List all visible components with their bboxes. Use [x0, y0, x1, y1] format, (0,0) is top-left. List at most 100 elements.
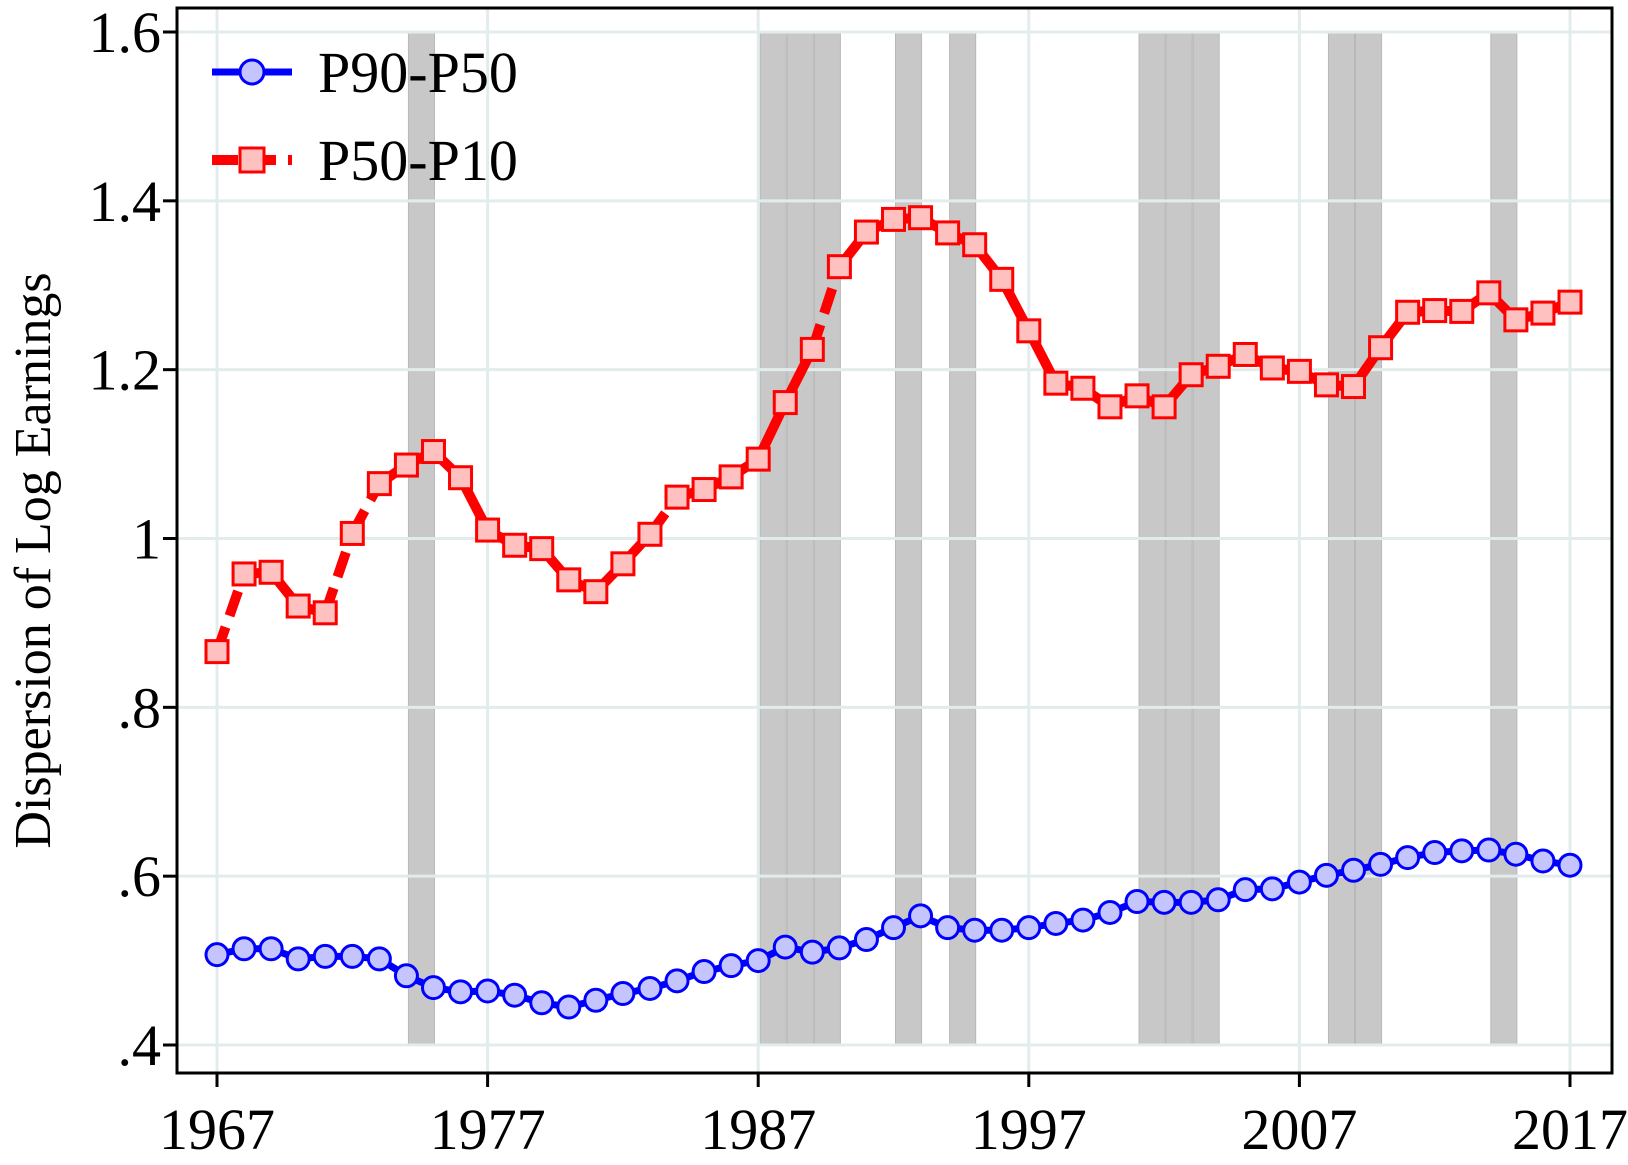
data-point — [1395, 845, 1421, 871]
data-point — [1124, 888, 1150, 914]
data-point — [448, 979, 474, 1005]
x-axis: 1967 1977 1987 1997 2007 2017 — [159, 1073, 1628, 1162]
x-tick-label: 2007 — [1241, 1097, 1357, 1162]
legend-marker — [238, 58, 266, 86]
data-point — [1368, 851, 1394, 877]
data-point — [637, 521, 663, 547]
data-point — [772, 390, 798, 416]
series-segment — [320, 531, 358, 615]
data-point — [962, 232, 988, 258]
x-tick-label: 1997 — [971, 1097, 1087, 1162]
data-point — [1449, 298, 1475, 324]
legend-marker — [238, 146, 266, 174]
data-point — [1205, 887, 1231, 913]
y-tick-label: 1.4 — [89, 169, 162, 234]
x-tick-label: 2017 — [1512, 1097, 1628, 1162]
data-point — [475, 517, 501, 543]
y-tick-label: 1.2 — [89, 338, 162, 403]
data-point — [1124, 383, 1150, 409]
y-axis-title: Dispersion of Log Earnings — [5, 272, 62, 848]
data-point — [799, 336, 825, 362]
data-point — [826, 254, 852, 280]
data-point — [745, 948, 771, 974]
legend: P90-P50 P50-P10 — [212, 40, 518, 193]
data-point — [339, 943, 365, 969]
data-point — [637, 975, 663, 1001]
y-tick-label: .6 — [118, 844, 162, 909]
x-tick-label: 1987 — [700, 1097, 816, 1162]
data-point — [339, 520, 365, 546]
plot-frame — [175, 6, 1614, 1075]
series-segment — [212, 572, 249, 654]
data-point — [393, 963, 419, 989]
data-point — [231, 561, 257, 587]
data-point — [556, 567, 582, 593]
data-point — [448, 465, 474, 491]
data-point — [1151, 394, 1177, 420]
data-point — [718, 464, 744, 490]
data-point — [908, 205, 934, 231]
data-point — [529, 536, 555, 562]
data-point — [1476, 837, 1502, 863]
data-point — [583, 987, 609, 1013]
data-point — [718, 953, 744, 979]
data-point — [1557, 289, 1583, 315]
data-point — [1259, 355, 1285, 381]
data-point — [258, 559, 284, 585]
data-point — [366, 471, 392, 497]
data-point — [1557, 852, 1583, 878]
data-point — [881, 206, 906, 232]
y-tick-label: .4 — [118, 1013, 162, 1078]
data-point — [1395, 299, 1421, 325]
x-tick-label: 1967 — [159, 1097, 275, 1162]
data-point — [502, 982, 528, 1008]
data-point — [1449, 838, 1475, 864]
data-point — [610, 981, 636, 1007]
data-point — [312, 943, 338, 969]
data-point — [1070, 375, 1096, 401]
data-point — [1259, 876, 1285, 902]
data-point — [420, 439, 446, 465]
data-point — [908, 903, 934, 929]
data-point — [691, 477, 717, 503]
data-point — [1313, 372, 1339, 398]
data-point — [826, 935, 852, 961]
x-tick-label: 1977 — [430, 1097, 546, 1162]
data-point — [1313, 862, 1339, 888]
data-point — [1043, 910, 1069, 936]
data-point — [529, 990, 555, 1016]
data-point — [204, 942, 230, 968]
data-point — [1530, 848, 1556, 874]
legend-label: P90-P50 — [318, 40, 518, 105]
data-point — [366, 946, 392, 972]
data-point — [935, 220, 961, 246]
series-layer — [204, 205, 1583, 1020]
data-point — [1476, 280, 1502, 306]
y-tick-label: .8 — [118, 675, 162, 740]
data-point — [1422, 298, 1448, 324]
data-point — [475, 978, 501, 1004]
data-point — [853, 219, 879, 245]
data-point — [1016, 915, 1042, 941]
data-point — [989, 266, 1015, 292]
data-point — [1178, 362, 1204, 388]
series-segment — [807, 265, 845, 351]
data-point — [1097, 394, 1123, 420]
data-point — [745, 446, 771, 472]
data-point — [1286, 358, 1312, 384]
data-point — [935, 915, 961, 941]
data-point — [1151, 889, 1177, 915]
data-point — [231, 936, 257, 962]
data-point — [1070, 907, 1096, 933]
data-point — [1422, 840, 1448, 866]
data-point — [583, 579, 609, 605]
data-point — [285, 593, 311, 619]
data-point — [204, 639, 230, 665]
data-point — [1043, 370, 1069, 396]
data-point — [1232, 877, 1258, 903]
data-point — [285, 946, 311, 972]
data-point — [1097, 899, 1123, 925]
y-tick-label: 1 — [132, 507, 161, 572]
data-point — [1016, 318, 1042, 344]
